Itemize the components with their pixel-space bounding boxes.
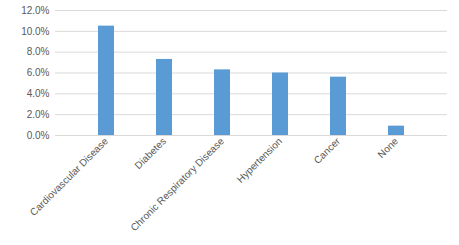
svg-text:Cardiovascular Disease: Cardiovascular Disease [28, 135, 111, 218]
svg-text:Cancer: Cancer [312, 135, 343, 166]
svg-text:None: None [375, 135, 400, 160]
svg-text:10.0%: 10.0% [21, 26, 49, 37]
svg-text:4.0%: 4.0% [27, 88, 50, 99]
svg-text:2.0%: 2.0% [27, 109, 50, 120]
svg-text:Diabetes: Diabetes [132, 135, 168, 171]
svg-text:0.0%: 0.0% [27, 130, 50, 141]
svg-text:Hypertension: Hypertension [235, 135, 284, 184]
svg-text:8.0%: 8.0% [27, 46, 50, 57]
svg-text:Chronic Respiratory Disease: Chronic Respiratory Disease [128, 135, 226, 233]
svg-text:12.0%: 12.0% [21, 5, 49, 16]
svg-text:6.0%: 6.0% [27, 67, 50, 78]
